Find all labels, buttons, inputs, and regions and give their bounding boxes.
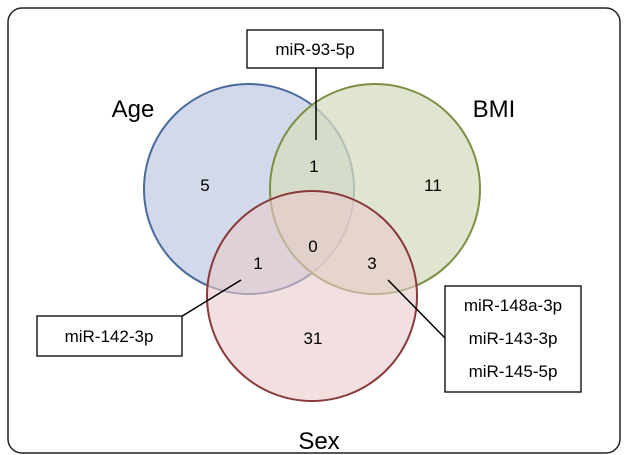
callout-line-bmi-sex xyxy=(387,279,446,339)
count-all: 0 xyxy=(308,237,317,256)
count-bmi-only: 11 xyxy=(424,176,442,195)
callout-bmi-sex: miR-148a-3p miR-143-3p miR-145-5p xyxy=(444,285,582,393)
callout-age-sex: miR-142-3p xyxy=(36,315,183,357)
count-bmi-sex: 3 xyxy=(367,254,376,273)
age-label: Age xyxy=(112,96,155,123)
callout-box-age-bmi xyxy=(246,29,384,69)
count-age-bmi: 1 xyxy=(309,157,318,176)
callout-mirna-bmi-sex-2: miR-143-3p xyxy=(469,329,558,348)
sex-circle xyxy=(206,190,418,402)
bmi-label: BMI xyxy=(473,96,516,123)
callout-mirna-bmi-sex-3: miR-145-5p xyxy=(469,362,558,381)
count-age-sex: 1 xyxy=(253,254,262,273)
callout-mirna-bmi-sex-1: miR-148a-3p xyxy=(464,296,562,315)
sex-label: Sex xyxy=(298,428,339,455)
count-age-only: 5 xyxy=(200,176,209,195)
callout-mirna-age-bmi: miR-93-5p xyxy=(275,40,354,59)
callout-age-bmi: miR-93-5p xyxy=(246,29,384,69)
count-sex-only: 31 xyxy=(304,329,323,348)
callout-box-age-sex xyxy=(36,315,183,357)
callout-mirna-age-sex: miR-142-3p xyxy=(65,327,154,346)
callout-box-bmi-sex xyxy=(444,285,582,393)
